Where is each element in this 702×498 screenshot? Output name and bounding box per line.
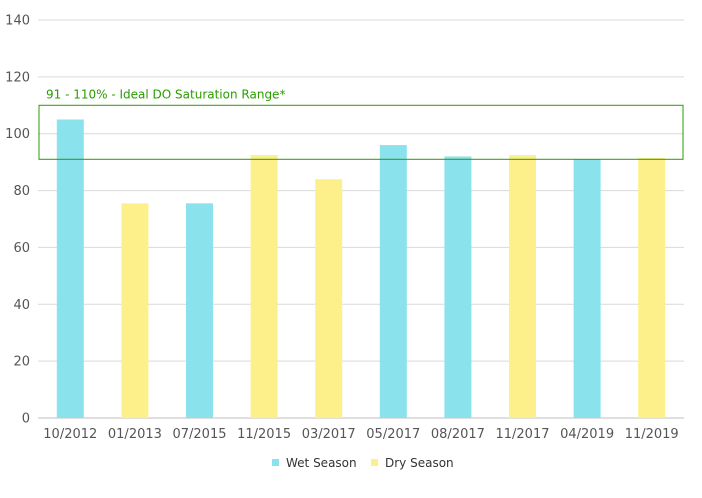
bar-07-2015	[186, 203, 213, 418]
ideal-range-box	[38, 104, 684, 160]
legend: Wet Season Dry Season	[272, 456, 454, 470]
bar-11-2017	[509, 155, 536, 419]
y-tick-label: 100	[5, 127, 30, 142]
bar-10-2012	[56, 119, 84, 418]
y-tick-label: 140	[5, 14, 30, 29]
bar-11-2015	[250, 155, 278, 419]
y-tick-label: 0	[22, 412, 30, 427]
x-tick-label: 04/2019	[560, 427, 614, 442]
x-tick-label: 01/2013	[108, 427, 162, 442]
x-tick-label: 11/2017	[495, 427, 549, 442]
x-tick-label: 07/2015	[172, 427, 226, 442]
axes: 0 20 40 60 80 100 120 140 10/2012 01/2013 07/2015 1…	[5, 14, 679, 443]
legend-label-dry: Dry Season	[385, 456, 454, 470]
y-tick-label: 20	[13, 355, 30, 370]
x-tick-label: 08/2017	[431, 427, 485, 442]
bar-08-2017	[444, 156, 472, 418]
y-tick-label: 60	[13, 241, 30, 256]
x-tick-label: 11/2015	[237, 427, 291, 442]
y-tick-label: 120	[5, 70, 30, 85]
y-tick-label: 80	[13, 184, 30, 199]
reference-range: 91 - 110% - Ideal DO Saturation Range*	[38, 87, 684, 160]
ideal-range-label: 91 - 110% - Ideal DO Saturation Range*	[46, 87, 285, 101]
x-tick-label: 05/2017	[366, 427, 420, 442]
bar-11-2019	[638, 157, 666, 418]
bars	[56, 119, 666, 419]
y-tick-label: 40	[13, 298, 30, 313]
legend-swatch-dry	[371, 459, 378, 466]
legend-swatch-wet	[272, 459, 279, 466]
bar-04-2019	[573, 159, 601, 419]
x-tick-label: 11/2019	[625, 427, 679, 442]
bar-01-2013	[121, 203, 149, 418]
x-tick-label: 10/2012	[43, 427, 97, 442]
legend-label-wet: Wet Season	[286, 456, 357, 470]
bar-03-2017	[315, 179, 343, 418]
x-tick-label: 03/2017	[302, 427, 356, 442]
bar-05-2017	[379, 145, 407, 419]
